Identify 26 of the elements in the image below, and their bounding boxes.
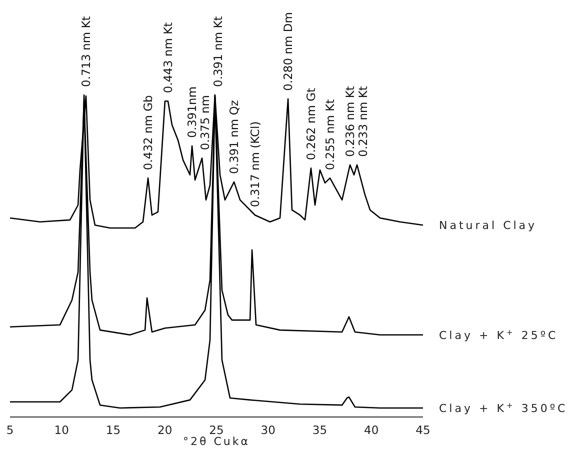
x-tick-label: 40 — [364, 423, 379, 437]
annotation: 0.391 nm Kt — [211, 16, 226, 87]
annotation: 0.233 nm Kt — [356, 86, 370, 157]
x-tick-label: 5 — [6, 423, 14, 437]
x-tick-label: 20 — [158, 423, 172, 437]
series-label: Clay + K$^{+}$ 350ºC — [439, 400, 568, 415]
annotation: 0.713 nm Kt — [78, 16, 93, 87]
annotation: 0.443 nm Kt — [160, 22, 175, 94]
annotation: 0.432 nm Gb — [141, 95, 156, 170]
annotation: 0.262 nm Gt — [304, 87, 318, 160]
x-tick-label: 35 — [312, 423, 328, 437]
annotation: 0.391 nm Qz — [227, 100, 242, 174]
x-tick-label: 15 — [106, 423, 121, 437]
annotation: 0.375 nm — [198, 95, 212, 150]
annotation: 0.317 nm (KCl) — [248, 121, 262, 208]
series-label: Clay + K$^{+}$ 25ºC — [439, 327, 558, 342]
series-label: Natural Clay — [439, 219, 538, 232]
annotation: 0.280 nm Dm — [281, 12, 296, 91]
x-tick-label: 45 — [416, 423, 430, 437]
annotation: 0.255 nm Kt — [322, 98, 337, 170]
annotation: 0.236 nm Kt — [343, 86, 357, 157]
annotation: 0.391nm — [185, 86, 200, 138]
x-axis-title: °2θ Cukα — [183, 435, 250, 448]
x-tick-label: 25 — [209, 423, 224, 437]
x-tick-label: 30 — [260, 423, 276, 437]
x-tick-label: 10 — [54, 423, 69, 437]
